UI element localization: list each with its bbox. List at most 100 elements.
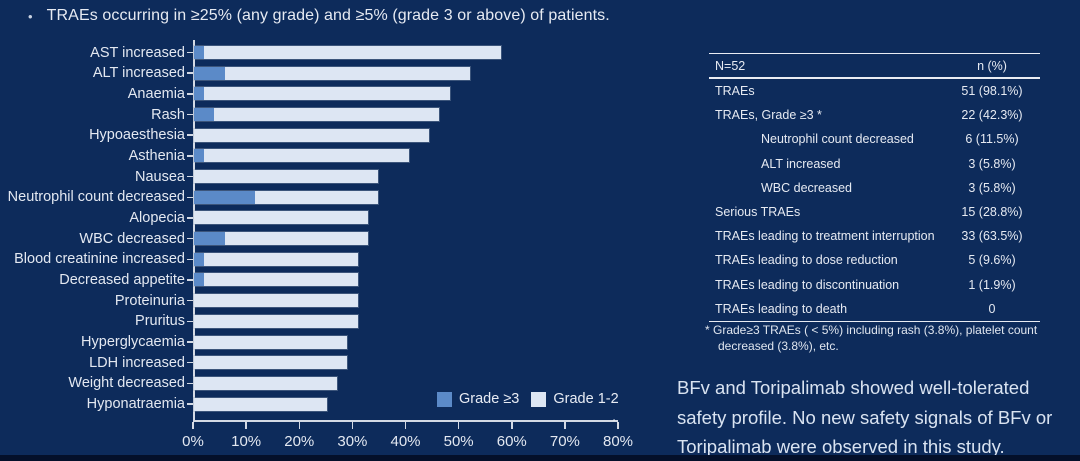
x-axis-tick (511, 421, 513, 429)
category-label: Neutrophil count decreased (7, 189, 185, 206)
x-axis-tick (192, 421, 194, 429)
footnote-line-1: * Grade≥3 TRAEs ( < 5%) including rash (… (705, 323, 1038, 337)
table-row: Serious TRAEs 15 (28.8%) (709, 200, 1040, 224)
legend-entry-grade3: Grade ≥3 (437, 391, 519, 407)
chart-legend: Grade ≥3 Grade 1-2 (437, 391, 619, 407)
category-label: Hyponatraemia (86, 396, 185, 413)
category-tick (187, 51, 193, 54)
table-row-label: ALT increased (761, 156, 841, 171)
grade12-swatch-icon (531, 391, 547, 407)
category-tick (187, 320, 193, 323)
table-row-label: TRAEs leading to dose reduction (715, 253, 898, 268)
stray-period: . (612, 408, 617, 425)
category-label: LDH increased (89, 354, 185, 371)
grade3-segment (194, 149, 205, 163)
category-label: Hypoaesthesia (89, 127, 185, 144)
category-tick (187, 341, 193, 343)
table-bottom-rule (709, 320, 1040, 322)
category-tick (187, 217, 193, 219)
category-tick (187, 382, 193, 385)
category-tick (187, 93, 193, 95)
table-header-n: N=52 (715, 58, 746, 73)
grade12-segment (224, 66, 470, 80)
category-label: Asthenia (128, 147, 185, 164)
x-tick-label: 20% (284, 433, 315, 450)
legend-label-grade3: Grade ≥3 (459, 391, 520, 407)
slide-title: • TRAEs occurring in ≥25% (any grade) an… (28, 7, 610, 27)
category-tick (187, 113, 193, 116)
table-row: TRAEs, Grade ≥3 * 22 (42.3%) (709, 103, 1040, 127)
grade12-segment (194, 356, 347, 370)
x-tick-label: 10% (231, 433, 262, 450)
bar-row (194, 294, 358, 308)
category-label: Anaemia (127, 85, 185, 102)
grade12-segment (214, 108, 440, 122)
category-tick (187, 403, 193, 405)
table-row-label: TRAEs leading to death (715, 301, 848, 316)
bar-row (194, 376, 337, 390)
table-row-label: TRAEs, Grade ≥3 * (715, 108, 822, 123)
x-tick-label: 80% (602, 433, 634, 450)
table-row-value: 0 (988, 301, 996, 316)
category-label: Nausea (135, 168, 185, 185)
table-body: TRAEs 51 (98.1%) TRAEs, Grade ≥3 * 22 (42.3… (709, 79, 1040, 321)
table-row: TRAEs 51 (98.1%) (709, 79, 1040, 103)
category-tick (187, 134, 193, 136)
table-row-value: 3 (5.8%) (968, 156, 1016, 171)
grade3-segment (194, 87, 205, 101)
category-tick (187, 361, 193, 364)
x-axis-tick (617, 421, 619, 429)
x-tick-label: 40% (390, 433, 421, 450)
grade3-segment (194, 252, 205, 266)
x-axis-tick (351, 421, 354, 429)
table-row-value: 6 (11.5%) (965, 132, 1019, 147)
bar-row (194, 108, 440, 122)
table-row-label: TRAEs (715, 84, 755, 99)
x-axis-tick (564, 421, 566, 429)
table-row-value: 51 (98.1%) (961, 84, 1023, 99)
x-tick-label: 60% (496, 433, 527, 450)
category-label: Blood creatinine increased (14, 251, 185, 268)
table-row-label: Neutrophil count decreased (761, 132, 914, 147)
grade12-segment (194, 211, 368, 225)
slide-bottom-edge (0, 455, 1080, 461)
table-header-npct: n (%) (977, 58, 1007, 73)
conclusion-line-2: safety profile. No new safety signals of… (677, 406, 1053, 428)
category-label: Decreased appetite (59, 271, 185, 288)
bar-row (194, 149, 409, 163)
grade12-segment (224, 232, 368, 246)
grade12-segment (194, 397, 327, 411)
category-tick (187, 299, 193, 302)
grade3-segment (194, 273, 205, 287)
bar-row (194, 232, 368, 246)
bar-row (194, 170, 378, 184)
category-tick (187, 155, 193, 157)
category-label: Pruritus (135, 313, 185, 330)
table-row: ALT increased 3 (5.8%) (709, 152, 1040, 176)
x-axis-tick (298, 421, 300, 429)
bar-row (194, 66, 470, 80)
grade12-segment (204, 252, 358, 266)
grade12-segment (194, 376, 337, 390)
grade12-segment (204, 149, 409, 163)
bar-row (194, 273, 358, 287)
legend-label-grade12: Grade 1-2 (553, 391, 619, 407)
table-row: TRAEs leading to discontinuation 1 (1.9%) (709, 273, 1040, 297)
x-axis-tick (404, 421, 407, 429)
category-label: WBC decreased (79, 230, 185, 247)
table-row-value: 3 (5.8%) (968, 180, 1016, 195)
table-row-label: TRAEs leading to treatment interruption (715, 229, 935, 244)
grade3-segment (194, 232, 225, 246)
x-tick-label: 30% (337, 433, 368, 450)
grade12-segment (204, 87, 450, 101)
table-row: WBC decreased 3 (5.8%) (709, 176, 1040, 200)
category-tick (187, 72, 193, 74)
table-row-value: 22 (42.3%) (961, 108, 1023, 123)
table-row-label: TRAEs leading to discontinuation (715, 277, 900, 292)
table-row-value: 33 (63.5%) (961, 229, 1023, 244)
y-axis-line (193, 40, 195, 421)
x-axis-line (193, 420, 618, 422)
legend-entry-grade12: Grade 1-2 (531, 391, 619, 407)
table-row: TRAEs leading to dose reduction 5 (9.6%) (709, 248, 1040, 272)
